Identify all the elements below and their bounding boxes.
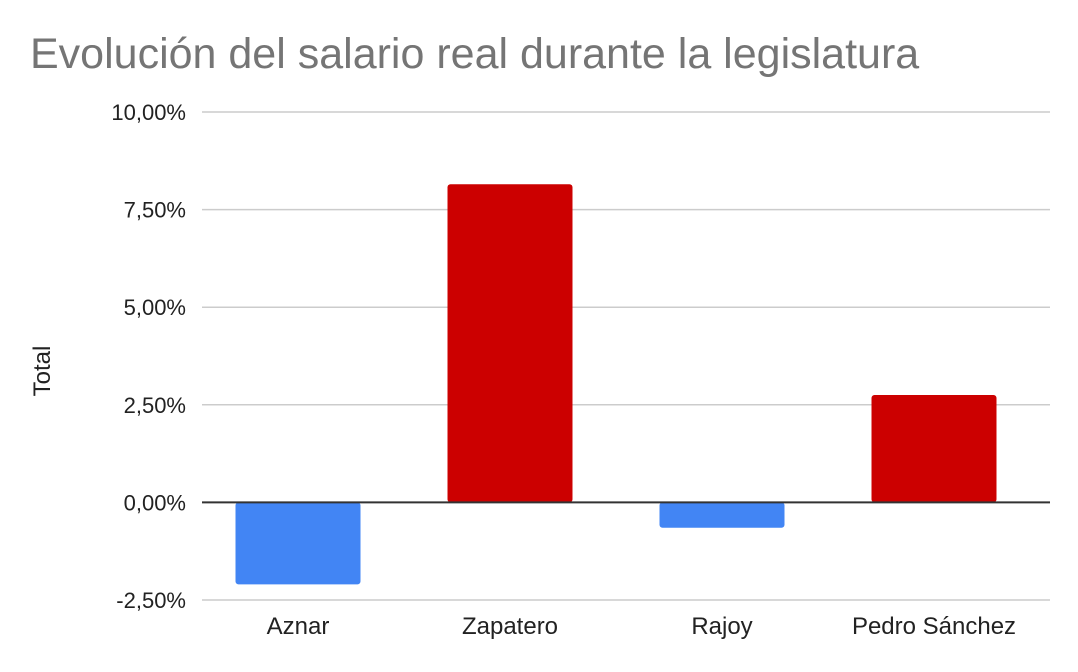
chart-title: Evolución del salario real durante la le…: [30, 30, 919, 78]
y-tick-label: -2,50%: [116, 588, 186, 613]
bar-pedro-s-nchez: [871, 395, 997, 503]
y-tick-label: 2,50%: [124, 393, 186, 418]
bar-aznar: [235, 502, 361, 585]
x-tick-labels: Aznar Zapatero Rajoy Pedro Sánchez: [267, 613, 1016, 640]
x-tick-label: Pedro Sánchez: [852, 613, 1016, 640]
y-tick-label: 5,00%: [124, 295, 186, 320]
y-tick-label: 10,00%: [111, 100, 186, 125]
bar-rajoy: [659, 502, 785, 528]
bars: [235, 184, 997, 585]
x-tick-label: Rajoy: [691, 613, 752, 640]
y-tick-labels: 10,00% 7,50% 5,00% 2,50% 0,00% -2,50%: [111, 100, 186, 613]
x-tick-label: Aznar: [267, 613, 330, 640]
x-tick-label: Zapatero: [462, 613, 558, 640]
bar-zapatero: [447, 184, 573, 503]
y-tick-label: 0,00%: [124, 490, 186, 515]
y-axis-label: Total: [29, 346, 56, 397]
y-tick-label: 7,50%: [124, 198, 186, 223]
